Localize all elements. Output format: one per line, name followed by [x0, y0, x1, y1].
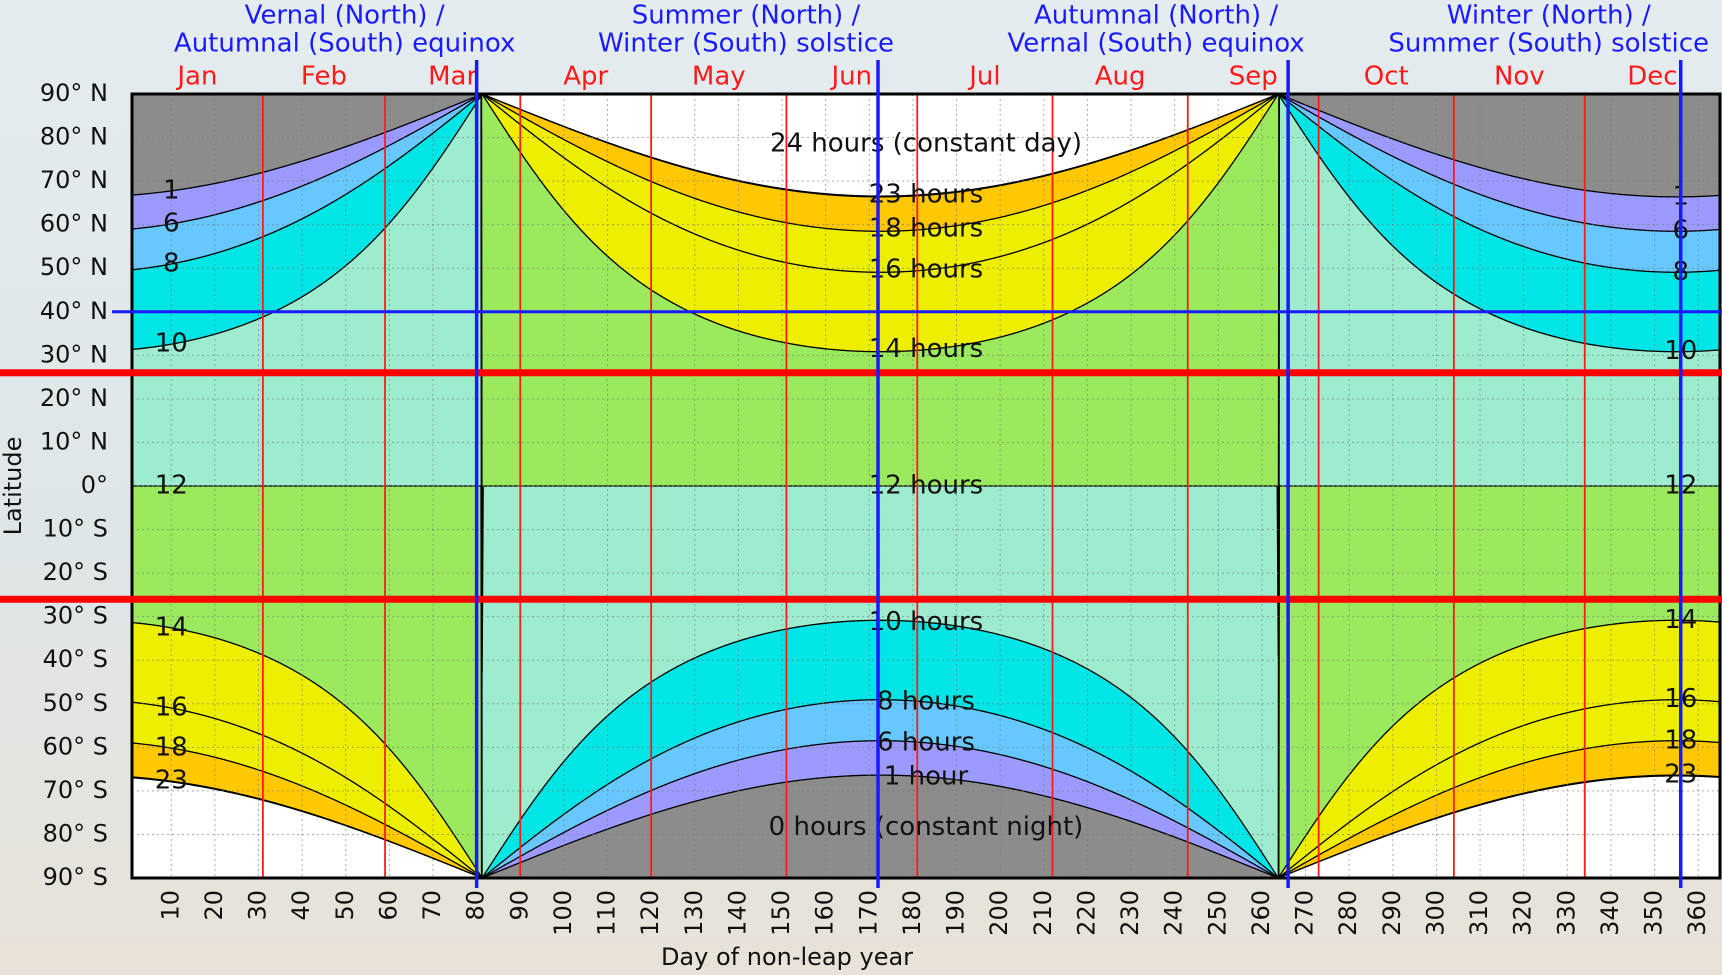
y-axis-title: Latitude — [0, 437, 27, 536]
y-tick-label: 90° N — [40, 79, 108, 107]
month-label: Feb — [301, 62, 347, 92]
band-label: 1 hour — [884, 761, 969, 791]
event-label: Autumnal (South) equinox — [174, 29, 515, 59]
month-label: Jun — [830, 62, 873, 92]
x-tick-label: 80 — [462, 890, 490, 921]
y-tick-label: 30° N — [40, 340, 108, 368]
y-tick-label: 40° N — [40, 297, 108, 325]
y-tick-label: 50° S — [43, 689, 108, 717]
band-label: 14 hours — [869, 334, 983, 364]
band-edge-label: 16 — [155, 692, 188, 722]
y-tick-label: 20° N — [40, 384, 108, 412]
y-tick-label: 30° S — [43, 602, 108, 630]
x-tick-label: 40 — [287, 890, 315, 921]
x-tick-label: 340 — [1596, 890, 1624, 936]
x-tick-label: 30 — [244, 890, 272, 921]
x-tick-label: 180 — [898, 890, 926, 936]
event-label: Autumnal (North) / — [1034, 1, 1278, 31]
x-tick-label: 190 — [942, 890, 970, 936]
band-edge-label: 6 — [163, 208, 180, 238]
y-tick-label: 0° — [81, 471, 108, 499]
x-tick-label: 310 — [1465, 890, 1493, 936]
band-label: 23 hours — [869, 180, 983, 210]
month-label: Apr — [563, 62, 608, 92]
band-edge-label: 18 — [155, 733, 188, 763]
x-tick-label: 300 — [1421, 890, 1449, 936]
x-tick-label: 330 — [1552, 890, 1580, 936]
event-label: Vernal (South) equinox — [1008, 29, 1305, 59]
x-axis-title: Day of non-leap year — [661, 943, 913, 971]
y-tick-label: 80° S — [43, 819, 108, 847]
x-tick-label: 50 — [331, 890, 359, 921]
x-tick-label: 60 — [374, 890, 402, 921]
band-label: 16 hours — [869, 255, 983, 285]
x-tick-label: 260 — [1247, 890, 1275, 936]
band-label: 18 hours — [869, 214, 983, 244]
band-label: 12 hours — [869, 471, 983, 501]
band-edge-label: 8 — [163, 249, 180, 279]
x-tick-label: 120 — [636, 890, 664, 936]
band-edge-label: 1 — [163, 175, 180, 205]
x-tick-label: 140 — [723, 890, 751, 936]
event-label: Winter (South) solstice — [598, 29, 894, 59]
x-tick-label: 210 — [1029, 890, 1057, 936]
x-tick-label: 230 — [1116, 890, 1144, 936]
band-label: 24 hours (constant day) — [770, 129, 1082, 159]
x-tick-label: 240 — [1160, 890, 1188, 936]
band-edge-label: 12 — [155, 471, 188, 501]
month-label: Dec — [1627, 62, 1677, 92]
month-label: Jan — [175, 62, 217, 92]
band-label: 10 hours — [869, 607, 983, 637]
event-label: Summer (North) / — [632, 1, 861, 31]
month-label: Nov — [1494, 62, 1545, 92]
band-label: 8 hours — [877, 686, 975, 716]
x-tick-label: 290 — [1378, 890, 1406, 936]
x-tick-label: 130 — [680, 890, 708, 936]
x-tick-label: 280 — [1334, 890, 1362, 936]
event-label: Vernal (North) / — [245, 1, 445, 31]
x-tick-label: 70 — [418, 890, 446, 921]
x-tick-label: 160 — [811, 890, 839, 936]
y-tick-label: 60° N — [40, 210, 108, 238]
month-label: May — [692, 62, 746, 92]
band-edge-label: 14 — [155, 612, 188, 642]
y-tick-label: 40° S — [43, 645, 108, 673]
month-label: Oct — [1364, 62, 1409, 92]
x-tick-label: 350 — [1640, 890, 1668, 936]
x-tick-label: 200 — [985, 890, 1013, 936]
month-label: Mar — [428, 62, 477, 92]
x-tick-label: 320 — [1509, 890, 1537, 936]
band-label: 6 hours — [877, 727, 975, 757]
x-tick-label: 90 — [505, 890, 533, 921]
event-label: Winter (North) / — [1447, 1, 1651, 31]
band-label: 0 hours (constant night) — [769, 812, 1084, 842]
x-tick-label: 170 — [854, 890, 882, 936]
x-tick-label: 360 — [1683, 890, 1711, 936]
y-tick-label: 70° N — [40, 166, 108, 194]
y-tick-label: 20° S — [43, 558, 108, 586]
y-tick-label: 50° N — [40, 253, 108, 281]
y-tick-label: 10° N — [40, 427, 108, 455]
band-edge-label: 23 — [155, 766, 188, 796]
chart: 1020304050607080901001101201301401501601… — [0, 0, 1722, 975]
y-tick-label: 80° N — [40, 123, 108, 151]
month-label: Aug — [1095, 62, 1146, 92]
event-label: Summer (South) solstice — [1388, 29, 1709, 59]
y-tick-label: 10° S — [43, 515, 108, 543]
y-tick-label: 90° S — [43, 863, 108, 891]
x-tick-label: 220 — [1072, 890, 1100, 936]
x-tick-label: 20 — [200, 890, 228, 921]
x-tick-label: 10 — [156, 890, 184, 921]
y-tick-label: 70° S — [43, 776, 108, 804]
x-tick-label: 100 — [549, 890, 577, 936]
x-tick-label: 250 — [1203, 890, 1231, 936]
month-label: Sep — [1229, 62, 1278, 92]
y-tick-label: 60° S — [43, 732, 108, 760]
x-tick-label: 270 — [1291, 890, 1319, 936]
page: {"chart_data":{"type":"daylength-contour… — [0, 0, 1722, 975]
x-tick-label: 150 — [767, 890, 795, 936]
month-label: Jul — [967, 62, 1000, 92]
x-tick-label: 110 — [593, 890, 621, 936]
band-edge-label: 10 — [155, 329, 188, 359]
